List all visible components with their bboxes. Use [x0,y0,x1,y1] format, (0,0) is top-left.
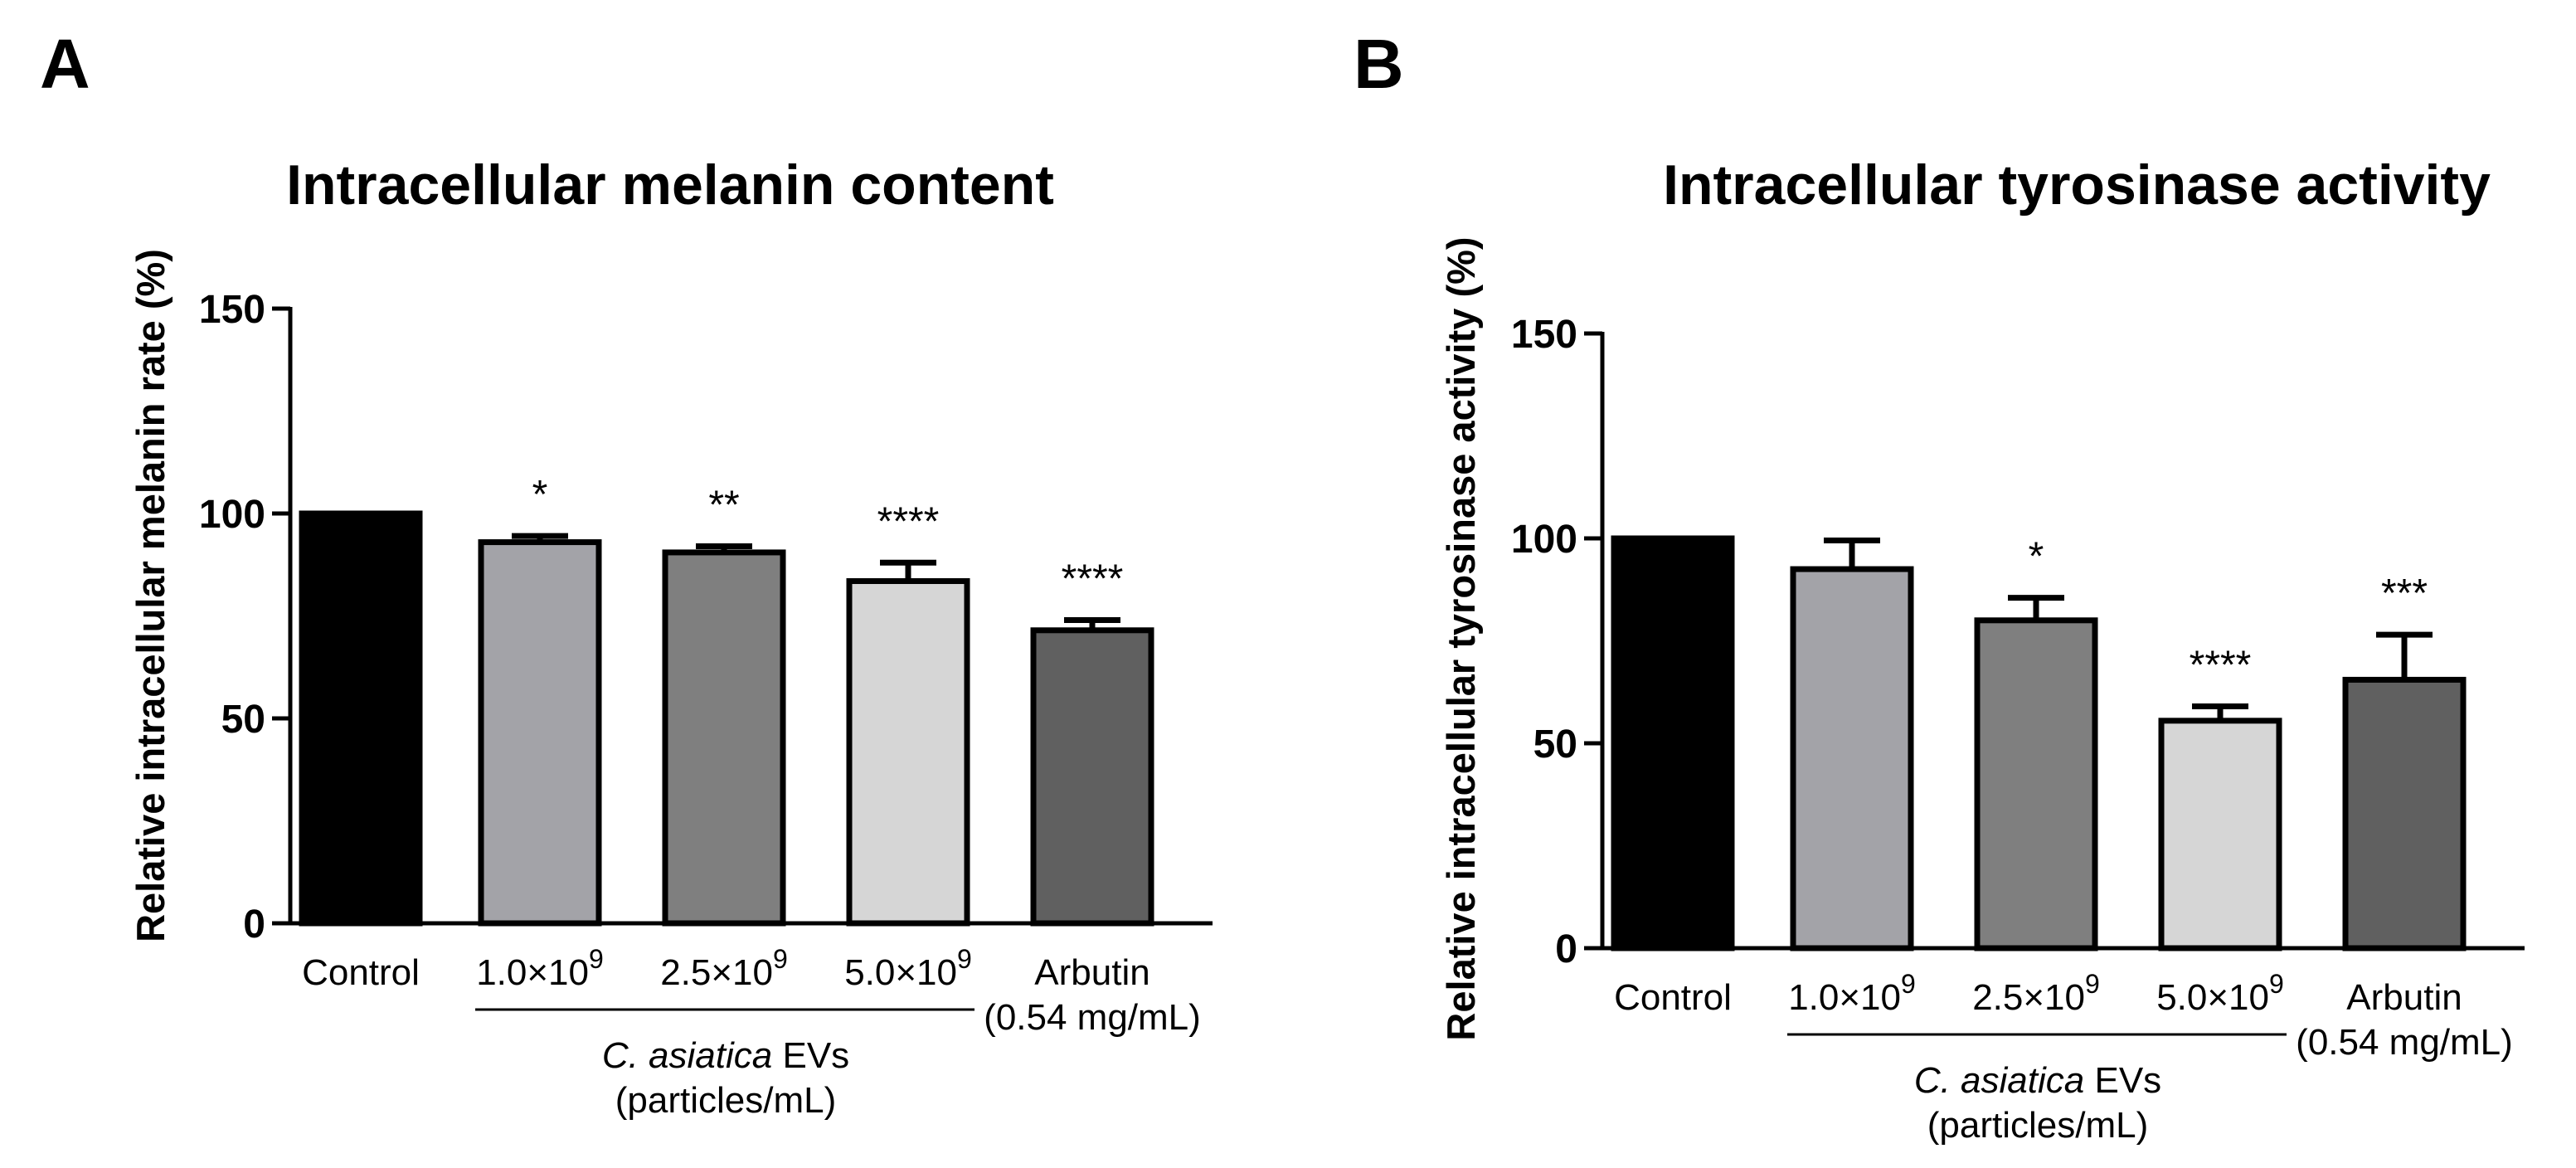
y-axis-label: Relative intracellular tyrosinase activi… [1439,236,1483,1040]
category-label-main: 2.5×10 [1972,977,2085,1018]
category-label-main: 1.0×10 [476,952,589,993]
chart-title: Intracellular melanin content [286,153,1054,217]
category-label-main: Arbutin [2346,977,2462,1018]
significance-label-1: * [532,473,548,517]
category-label-3: 5.0×109 [844,944,972,993]
category-label-1: 1.0×109 [1788,969,1916,1018]
significance-label-4: *** [2381,572,2428,616]
y-tick-label-2: 100 [1511,518,1577,562]
group-annotation: C. asiatica EVs (particles/mL) [1787,1033,2287,1146]
category-label-3: 5.0×109 [2156,969,2284,1018]
category-label-exponent: 9 [773,944,788,974]
significance-label-3: **** [877,499,940,543]
bar-0 [299,510,423,927]
group-unit-label: (particles/mL) [1927,1105,2149,1146]
category-labels: Control 1.0×109 2.5×109 5.0×109 Arbutin(0.54… [302,944,1201,1038]
category-label-2: 2.5×109 [660,944,788,993]
bar-4 [1030,627,1154,927]
significance-label-2: ** [708,484,739,528]
panel-a: A Intracellular melanin content Relative… [40,25,1213,1121]
bar-1 [1790,566,1914,951]
group-label-italic: C. asiatica [602,1035,772,1076]
category-label-exponent: 9 [2085,969,2100,999]
category-labels: Control 1.0×109 2.5×109 5.0×109 Arbutin(0.54… [1614,969,2513,1063]
category-label-main: 5.0×10 [2156,977,2269,1018]
category-label-line2-4: (0.54 mg/mL) [984,997,1201,1038]
category-label-0: Control [1614,977,1732,1018]
y-tick-label-3: 150 [199,288,265,332]
y-tick-label-2: 100 [199,493,265,537]
category-label-main: Control [302,952,420,993]
significance-label-2: * [2029,535,2044,579]
panel-letter: B [1354,25,1404,103]
group-annotation: C. asiatica EVs (particles/mL) [475,1008,975,1121]
significance-label-3: **** [2190,644,2252,688]
category-label-0: Control [302,952,420,993]
category-label-exponent: 9 [589,944,604,974]
category-label-main: 1.0×10 [1788,977,1901,1018]
group-unit-label: (particles/mL) [615,1080,837,1121]
y-tick-label-1: 50 [1533,723,1577,766]
y-axis-label: Relative intracellular melanin rate (%) [129,249,173,942]
bar-2 [1974,617,2098,951]
bar-4 [2342,676,2467,951]
group-label: C. asiatica EVs [1914,1060,2161,1101]
category-label-main: Control [1614,977,1732,1018]
y-tick-label-0: 0 [1555,927,1577,971]
category-label-4: Arbutin [1034,952,1149,993]
category-label-line2-4: (0.54 mg/mL) [2296,1022,2513,1063]
group-label-rest: EVs [2084,1060,2161,1101]
y-tick-label-0: 0 [243,903,265,947]
axes: 0 50 100 150 [1511,313,2525,971]
bar-0 [1611,535,1735,951]
category-label-main: Arbutin [1034,952,1149,993]
group-label: C. asiatica EVs [602,1035,849,1076]
y-tick-label-1: 50 [221,698,265,742]
bar-2 [662,549,786,927]
significance-label-4: **** [1062,557,1124,601]
category-label-1: 1.0×109 [476,944,604,993]
y-tick-label-3: 150 [1511,313,1577,357]
category-label-exponent: 9 [957,944,972,974]
category-label-2: 2.5×109 [1972,969,2100,1018]
category-label-exponent: 9 [2269,969,2284,999]
bar-1 [478,539,602,927]
bar-3 [2158,718,2282,951]
chart-title: Intracellular tyrosinase activity [1663,153,2491,217]
panel-b: B Intracellular tyrosinase activity Rela… [1354,25,2525,1146]
category-label-4: Arbutin [2346,977,2462,1018]
category-label-main: 2.5×10 [660,952,773,993]
bar-3 [846,578,970,927]
group-label-rest: EVs [772,1035,849,1076]
bar-group: * ** ******** [299,473,1154,927]
bar-group: ******** [1611,535,2467,951]
category-label-main: 5.0×10 [844,952,957,993]
group-label-italic: C. asiatica [1914,1060,2084,1101]
panel-letter: A [40,25,90,103]
category-label-exponent: 9 [1901,969,1916,999]
axes: 0 50 100 150 [199,288,1213,947]
